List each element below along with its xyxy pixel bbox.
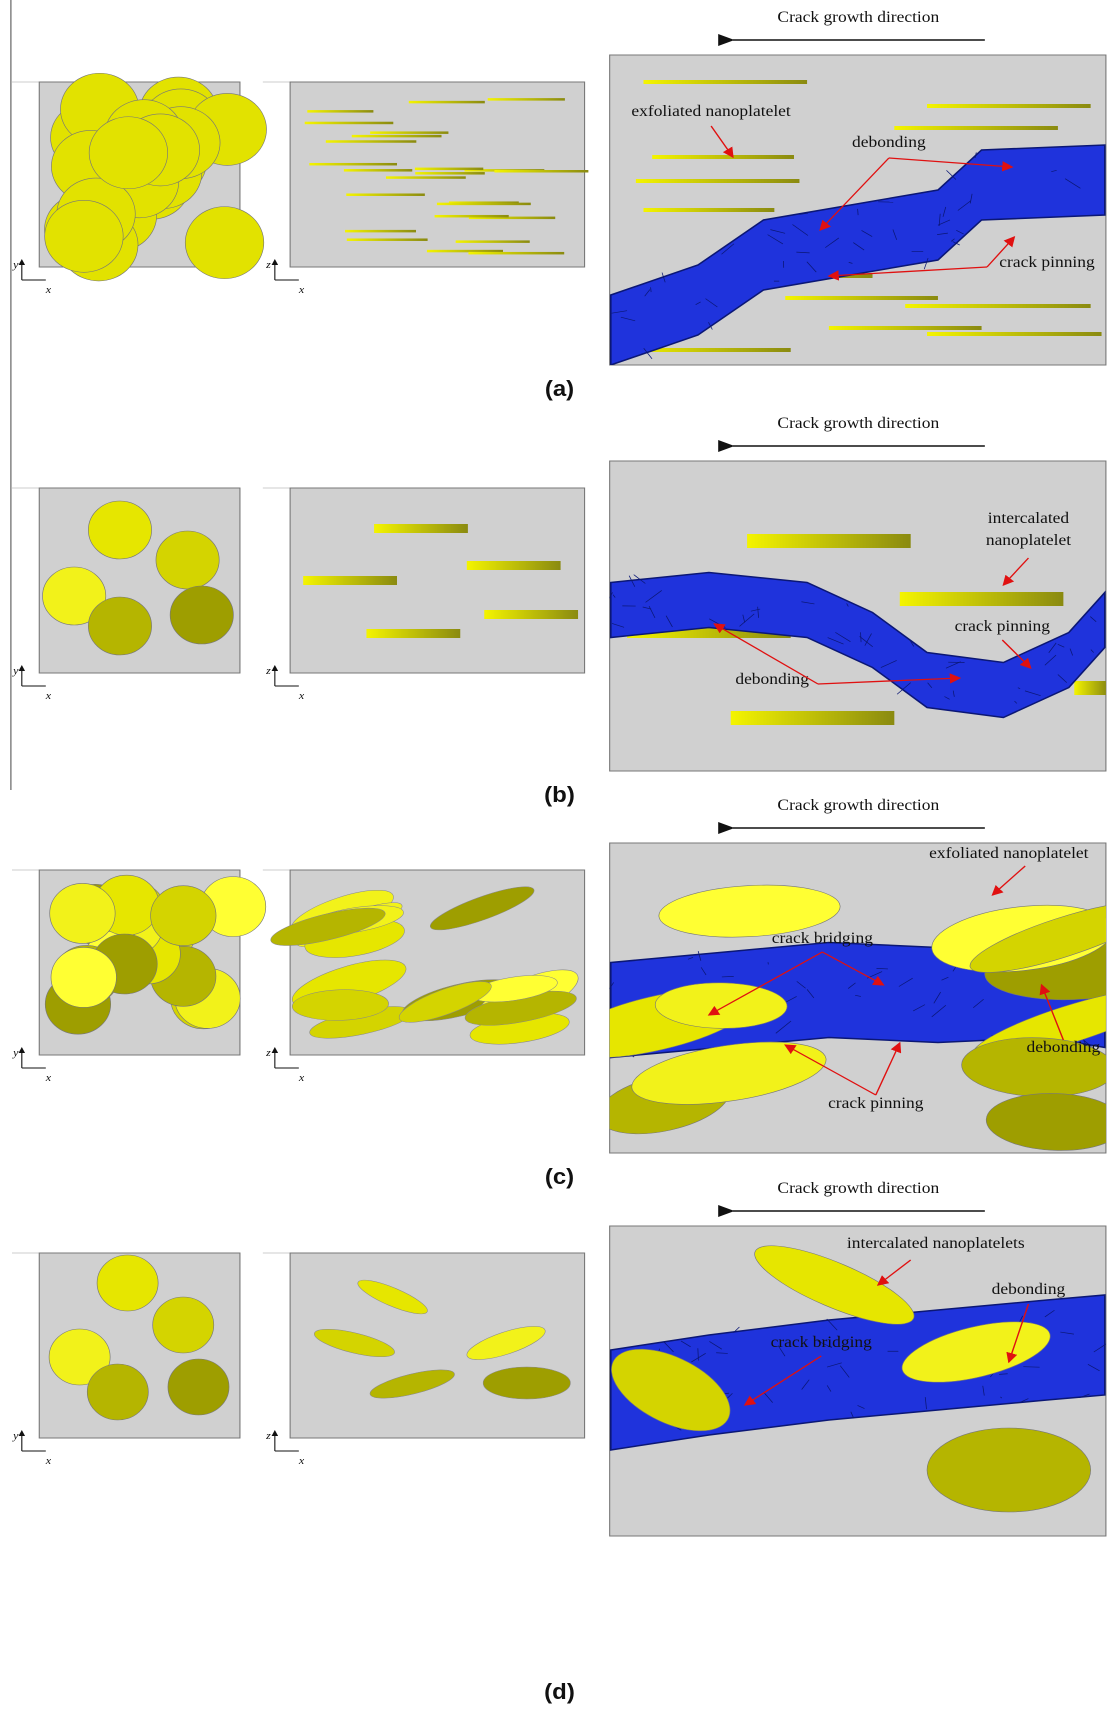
panel: Crack growth direction y x z x exfoliated nan… (12, 8, 1106, 401)
axis-label: x (298, 1455, 305, 1466)
axis-label: z (265, 1430, 271, 1441)
figure: Crack growth direction y x z x exfoliated nan… (0, 0, 1107, 1711)
platelet (643, 208, 774, 212)
platelet (386, 176, 466, 179)
platelet (731, 711, 895, 725)
platelet (352, 135, 442, 138)
platelet (483, 1367, 570, 1399)
disc (88, 597, 151, 655)
axis-label: x (298, 690, 305, 701)
panel: Crack growth direction y x z x intercalated na… (12, 414, 1107, 807)
platelet (347, 238, 428, 241)
platelet (309, 163, 397, 166)
annotation: crack pinning (955, 617, 1051, 635)
platelet (366, 629, 460, 638)
platelet (488, 98, 565, 101)
annotation: crack bridging (772, 929, 874, 947)
platelet (326, 140, 417, 143)
platelet (435, 215, 509, 218)
direction-label: Crack growth direction (777, 414, 939, 432)
platelet (747, 534, 911, 548)
panel-label: (d) (544, 1679, 575, 1704)
platelet (484, 610, 578, 619)
disc (88, 501, 151, 559)
axis-label: x (45, 1072, 52, 1083)
platelet (785, 296, 938, 300)
axis-label: x (298, 1072, 305, 1083)
axis-label: z (265, 665, 271, 676)
platelet (467, 561, 561, 570)
platelet (927, 1428, 1091, 1512)
axis-label: y (12, 1430, 19, 1441)
annotation: debonding (1027, 1038, 1101, 1056)
platelet (374, 524, 468, 533)
panel-label: (b) (544, 782, 575, 807)
annotation: exfoliated nanoplatelet (929, 844, 1089, 862)
axis-label: x (45, 690, 52, 701)
disc (50, 883, 115, 943)
crack-mesh (861, 632, 862, 642)
axis-label: y (12, 1047, 19, 1058)
axis-label: z (265, 259, 271, 270)
panel-label: (c) (545, 1164, 574, 1189)
platelet (344, 169, 412, 172)
disc (153, 1297, 214, 1353)
platelet (1074, 681, 1107, 695)
annotation: exfoliated nanoplatelet (631, 102, 791, 120)
disc (185, 207, 264, 279)
annotation: crack pinning (999, 253, 1095, 271)
platelet (494, 170, 588, 173)
axis-label: y (12, 259, 19, 270)
platelet (370, 131, 448, 134)
platelet (305, 122, 394, 125)
disc (87, 1364, 148, 1420)
platelet (894, 126, 1058, 130)
axis-label: y (12, 665, 19, 676)
disc (89, 117, 168, 189)
platelet (900, 592, 1064, 606)
platelet (409, 101, 485, 104)
disc (45, 200, 124, 272)
platelet (437, 203, 531, 206)
platelet (415, 172, 485, 175)
platelet (456, 240, 530, 243)
annotation: nanoplatelet (986, 531, 1072, 549)
platelet (652, 155, 794, 159)
platelet (415, 168, 483, 171)
disc (168, 1359, 229, 1415)
axis-label: x (298, 284, 305, 295)
panel: Crack growth direction y x z x intercalated n… (12, 1179, 1107, 1704)
platelet (643, 80, 807, 84)
platelet (927, 104, 1091, 108)
disc (156, 531, 219, 589)
annotation: debonding (852, 133, 926, 151)
platelet (345, 230, 416, 233)
platelet (829, 326, 982, 330)
annotation: intercalated (988, 509, 1070, 527)
platelet (905, 304, 1090, 308)
disc (51, 947, 116, 1007)
platelet (927, 332, 1102, 336)
disc (170, 586, 233, 644)
direction-label: Crack growth direction (777, 8, 939, 26)
platelet (346, 193, 425, 196)
direction-label: Crack growth direction (777, 1179, 939, 1197)
axis-label: z (265, 1047, 271, 1058)
disc (97, 1255, 158, 1311)
annotation: crack pinning (828, 1094, 924, 1112)
panel: Crack growth direction y x z x exfoliated nan… (12, 796, 1107, 1189)
annotation: crack bridging (771, 1333, 873, 1351)
platelet (468, 252, 564, 255)
panel-label: (a) (545, 376, 574, 401)
annotation: debonding (992, 1280, 1066, 1298)
platelet (636, 179, 800, 183)
page: {"panels":[ {"label":"(a)","direction_la… (0, 0, 1107, 1711)
direction-label: Crack growth direction (777, 796, 939, 814)
platelet (307, 110, 373, 113)
annotation: intercalated nanoplatelets (847, 1234, 1025, 1252)
axis-label: x (45, 284, 52, 295)
axis-label: x (45, 1455, 52, 1466)
platelet (303, 576, 397, 585)
disc (151, 886, 216, 946)
